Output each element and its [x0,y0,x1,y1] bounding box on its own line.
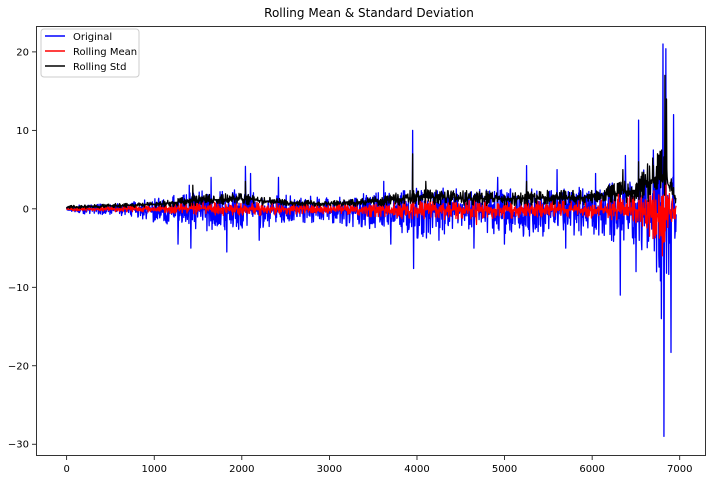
legend: Original Rolling Mean Rolling Std [40,28,140,78]
y-tick-label: 0 [23,204,29,215]
x-tick-label: 7000 [667,464,692,475]
y-tick-label: −20 [8,361,29,372]
y-tick-label: −10 [8,283,29,294]
x-tick-label: 4000 [404,464,429,475]
y-tick-label: 20 [16,47,29,58]
chart-title: Rolling Mean & Standard Deviation [264,6,474,20]
legend-label-original: Original [73,32,112,43]
series-layer [66,43,677,438]
legend-label-rolling-mean: Rolling Mean [73,47,137,58]
plot-frame [36,26,706,456]
y-axis: 20 10 0 −10 −20 −30 [8,47,36,451]
x-axis: 0 1000 2000 3000 4000 5000 6000 7000 [63,456,692,475]
x-tick-label: 2000 [229,464,254,475]
y-tick-label: −30 [8,440,29,451]
series-rolling-std [66,74,677,210]
plot-area [36,26,706,456]
legend-frame [40,28,140,78]
x-tick-label: 5000 [492,464,517,475]
y-tick-label: 10 [16,126,29,137]
legend-label-rolling-std: Rolling Std [73,62,126,73]
x-tick-label: 1000 [142,464,167,475]
x-tick-label: 6000 [579,464,604,475]
series-rolling-mean [66,176,677,257]
x-tick-label: 3000 [317,464,342,475]
x-tick-label: 0 [63,464,69,475]
